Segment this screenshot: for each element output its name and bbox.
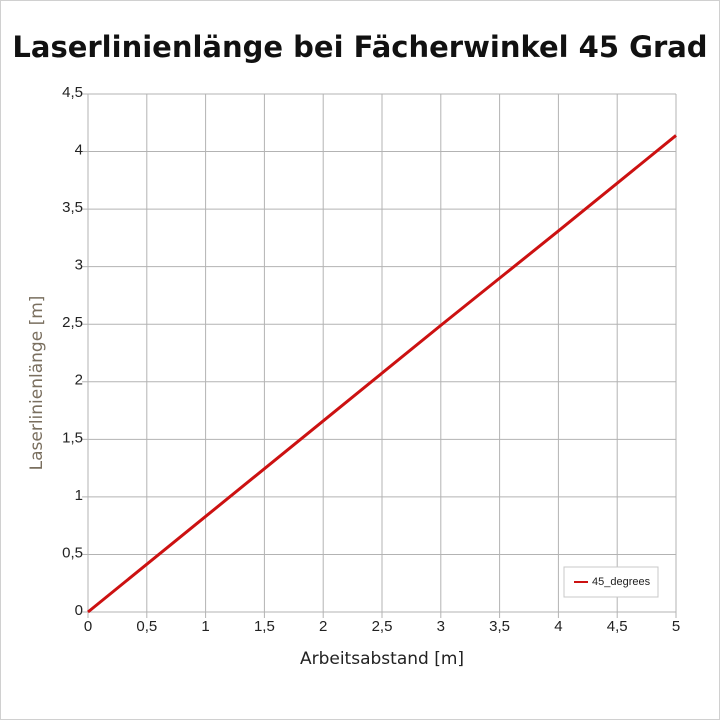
y-tick-label: 3,5: [62, 199, 83, 216]
x-tick-label: 1,5: [254, 618, 275, 635]
y-tick-label: 2: [75, 372, 83, 389]
y-tick-label: 1,5: [62, 429, 83, 446]
x-tick-label: 4: [554, 618, 562, 635]
x-tick-label: 4,5: [607, 618, 628, 635]
x-axis-label: Arbeitsabstand [m]: [300, 649, 464, 669]
x-tick-label: 5: [672, 618, 680, 635]
x-tick-label: 0,5: [136, 618, 157, 635]
y-tick-label: 2,5: [62, 314, 83, 331]
y-tick-label: 0: [75, 602, 83, 619]
y-tick-label: 4: [75, 142, 83, 159]
x-tick-label: 3,5: [489, 618, 510, 635]
y-axis-label: Laserlinienlänge [m]: [27, 296, 47, 471]
x-tick-label: 3: [437, 618, 445, 635]
data-line: [87, 134, 677, 614]
x-tick-label: 1: [201, 618, 209, 635]
y-tick-label: 3: [75, 257, 83, 274]
y-tick-label: 4,5: [62, 84, 83, 101]
y-tick-label: 0,5: [62, 544, 83, 561]
y-tick-label: 1: [75, 487, 83, 504]
x-tick-label: 2: [319, 618, 327, 635]
chart-title: Laserlinienlänge bei Fächerwinkel 45 Gra…: [12, 30, 707, 64]
x-tick-label: 0: [84, 618, 92, 635]
legend-label: 45_degrees: [592, 576, 651, 588]
x-tick-label: 2,5: [372, 618, 393, 635]
